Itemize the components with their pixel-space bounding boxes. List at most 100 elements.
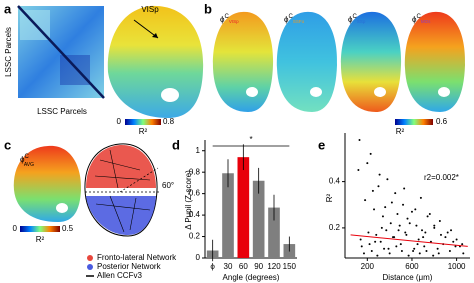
point — [437, 252, 440, 255]
colorbar-label: R² — [396, 127, 405, 136]
y-axis-label: R² — [325, 193, 334, 202]
point — [415, 224, 418, 227]
point — [462, 252, 465, 255]
point — [421, 229, 424, 232]
point — [439, 233, 442, 236]
point — [452, 240, 455, 243]
point — [368, 243, 371, 246]
y-tick-label: 0.8 — [189, 167, 201, 176]
x-tick-label: 120 — [267, 262, 281, 271]
superscript: C — [24, 154, 29, 160]
x-tick-label: 30 — [224, 262, 233, 271]
point — [384, 206, 387, 209]
point — [428, 213, 431, 216]
brain-map — [340, 11, 402, 113]
point — [417, 238, 420, 241]
symbol: ϕ — [284, 15, 289, 24]
subscript: SSp — [357, 19, 366, 24]
x-tick-label: ϕ — [210, 262, 215, 271]
point — [416, 243, 419, 246]
symbol: ϕ — [412, 15, 417, 24]
brain-hole — [56, 203, 68, 213]
brain-map — [404, 11, 466, 113]
superscript: C — [416, 14, 421, 20]
point — [410, 210, 413, 213]
point — [360, 245, 363, 248]
brain-hole — [310, 87, 322, 97]
map-title: ϕC AVG — [20, 154, 34, 169]
point — [433, 226, 436, 229]
point — [369, 152, 372, 155]
superscript: C — [352, 14, 357, 20]
panel-label: c — [4, 137, 11, 152]
point — [364, 199, 367, 202]
brain-hole — [438, 87, 450, 97]
point — [424, 231, 427, 234]
point — [371, 189, 374, 192]
point — [380, 226, 383, 229]
panel-label: a — [4, 1, 12, 16]
subscript: VISp — [229, 19, 239, 24]
point — [376, 254, 379, 257]
colorbar-label: R² — [36, 235, 45, 244]
region-label: VISp — [141, 5, 159, 14]
brain-hole — [161, 88, 179, 102]
point — [370, 250, 373, 253]
point — [367, 231, 370, 234]
map-title: ϕCMOs — [412, 14, 431, 25]
subscript: SSFo — [293, 19, 305, 24]
subscript: MOs — [421, 19, 431, 24]
significance-label: * — [249, 135, 252, 144]
matrix-block — [60, 55, 90, 85]
colorbar-tick: 0.5 — [62, 224, 74, 233]
point — [389, 222, 392, 225]
point — [359, 238, 362, 241]
point — [448, 250, 451, 253]
symbol: ϕ — [20, 155, 25, 164]
ccf-borders — [94, 149, 151, 233]
legend-marker — [87, 255, 93, 261]
point — [407, 254, 410, 257]
fronto-lateral-area — [86, 144, 156, 188]
map-title: ϕCSSp — [348, 14, 366, 25]
brain-map — [13, 145, 82, 222]
point — [402, 203, 405, 206]
point — [390, 201, 393, 204]
colorbar-tick: 0.8 — [163, 117, 175, 126]
brain-map — [107, 5, 204, 118]
point — [461, 243, 464, 246]
angle-label: 60° — [162, 181, 174, 190]
point — [446, 231, 449, 234]
bar — [222, 173, 234, 258]
y-tick-label: 0.4 — [189, 210, 201, 219]
point — [406, 217, 409, 220]
x-tick-label: 600 — [405, 262, 419, 271]
point — [375, 233, 378, 236]
point — [386, 178, 389, 181]
brain-maps: ϕCVISp ϕCSSFo ϕCSSp ϕCMOs — [212, 11, 466, 113]
map-title: ϕCSSFo — [284, 14, 305, 25]
point — [397, 229, 400, 232]
panel-label: e — [318, 137, 325, 152]
x-tick-label: 200 — [361, 262, 375, 271]
point — [444, 236, 447, 239]
point — [408, 222, 411, 225]
point — [395, 245, 398, 248]
bar — [252, 180, 265, 258]
x-axis-label: Angle (degrees) — [223, 273, 280, 282]
point — [403, 187, 406, 190]
point — [381, 215, 384, 218]
panel-label: b — [204, 1, 212, 16]
bar — [237, 157, 250, 258]
point — [455, 238, 458, 241]
annotation: r2=0.002* — [424, 173, 459, 182]
point — [426, 215, 429, 218]
point — [436, 247, 439, 250]
x-tick-label: 90 — [254, 262, 263, 271]
arrow-head — [152, 33, 158, 38]
bar — [268, 207, 280, 258]
brain-map — [212, 11, 274, 113]
colorbar — [20, 226, 60, 232]
symbol: ϕ — [348, 15, 353, 24]
